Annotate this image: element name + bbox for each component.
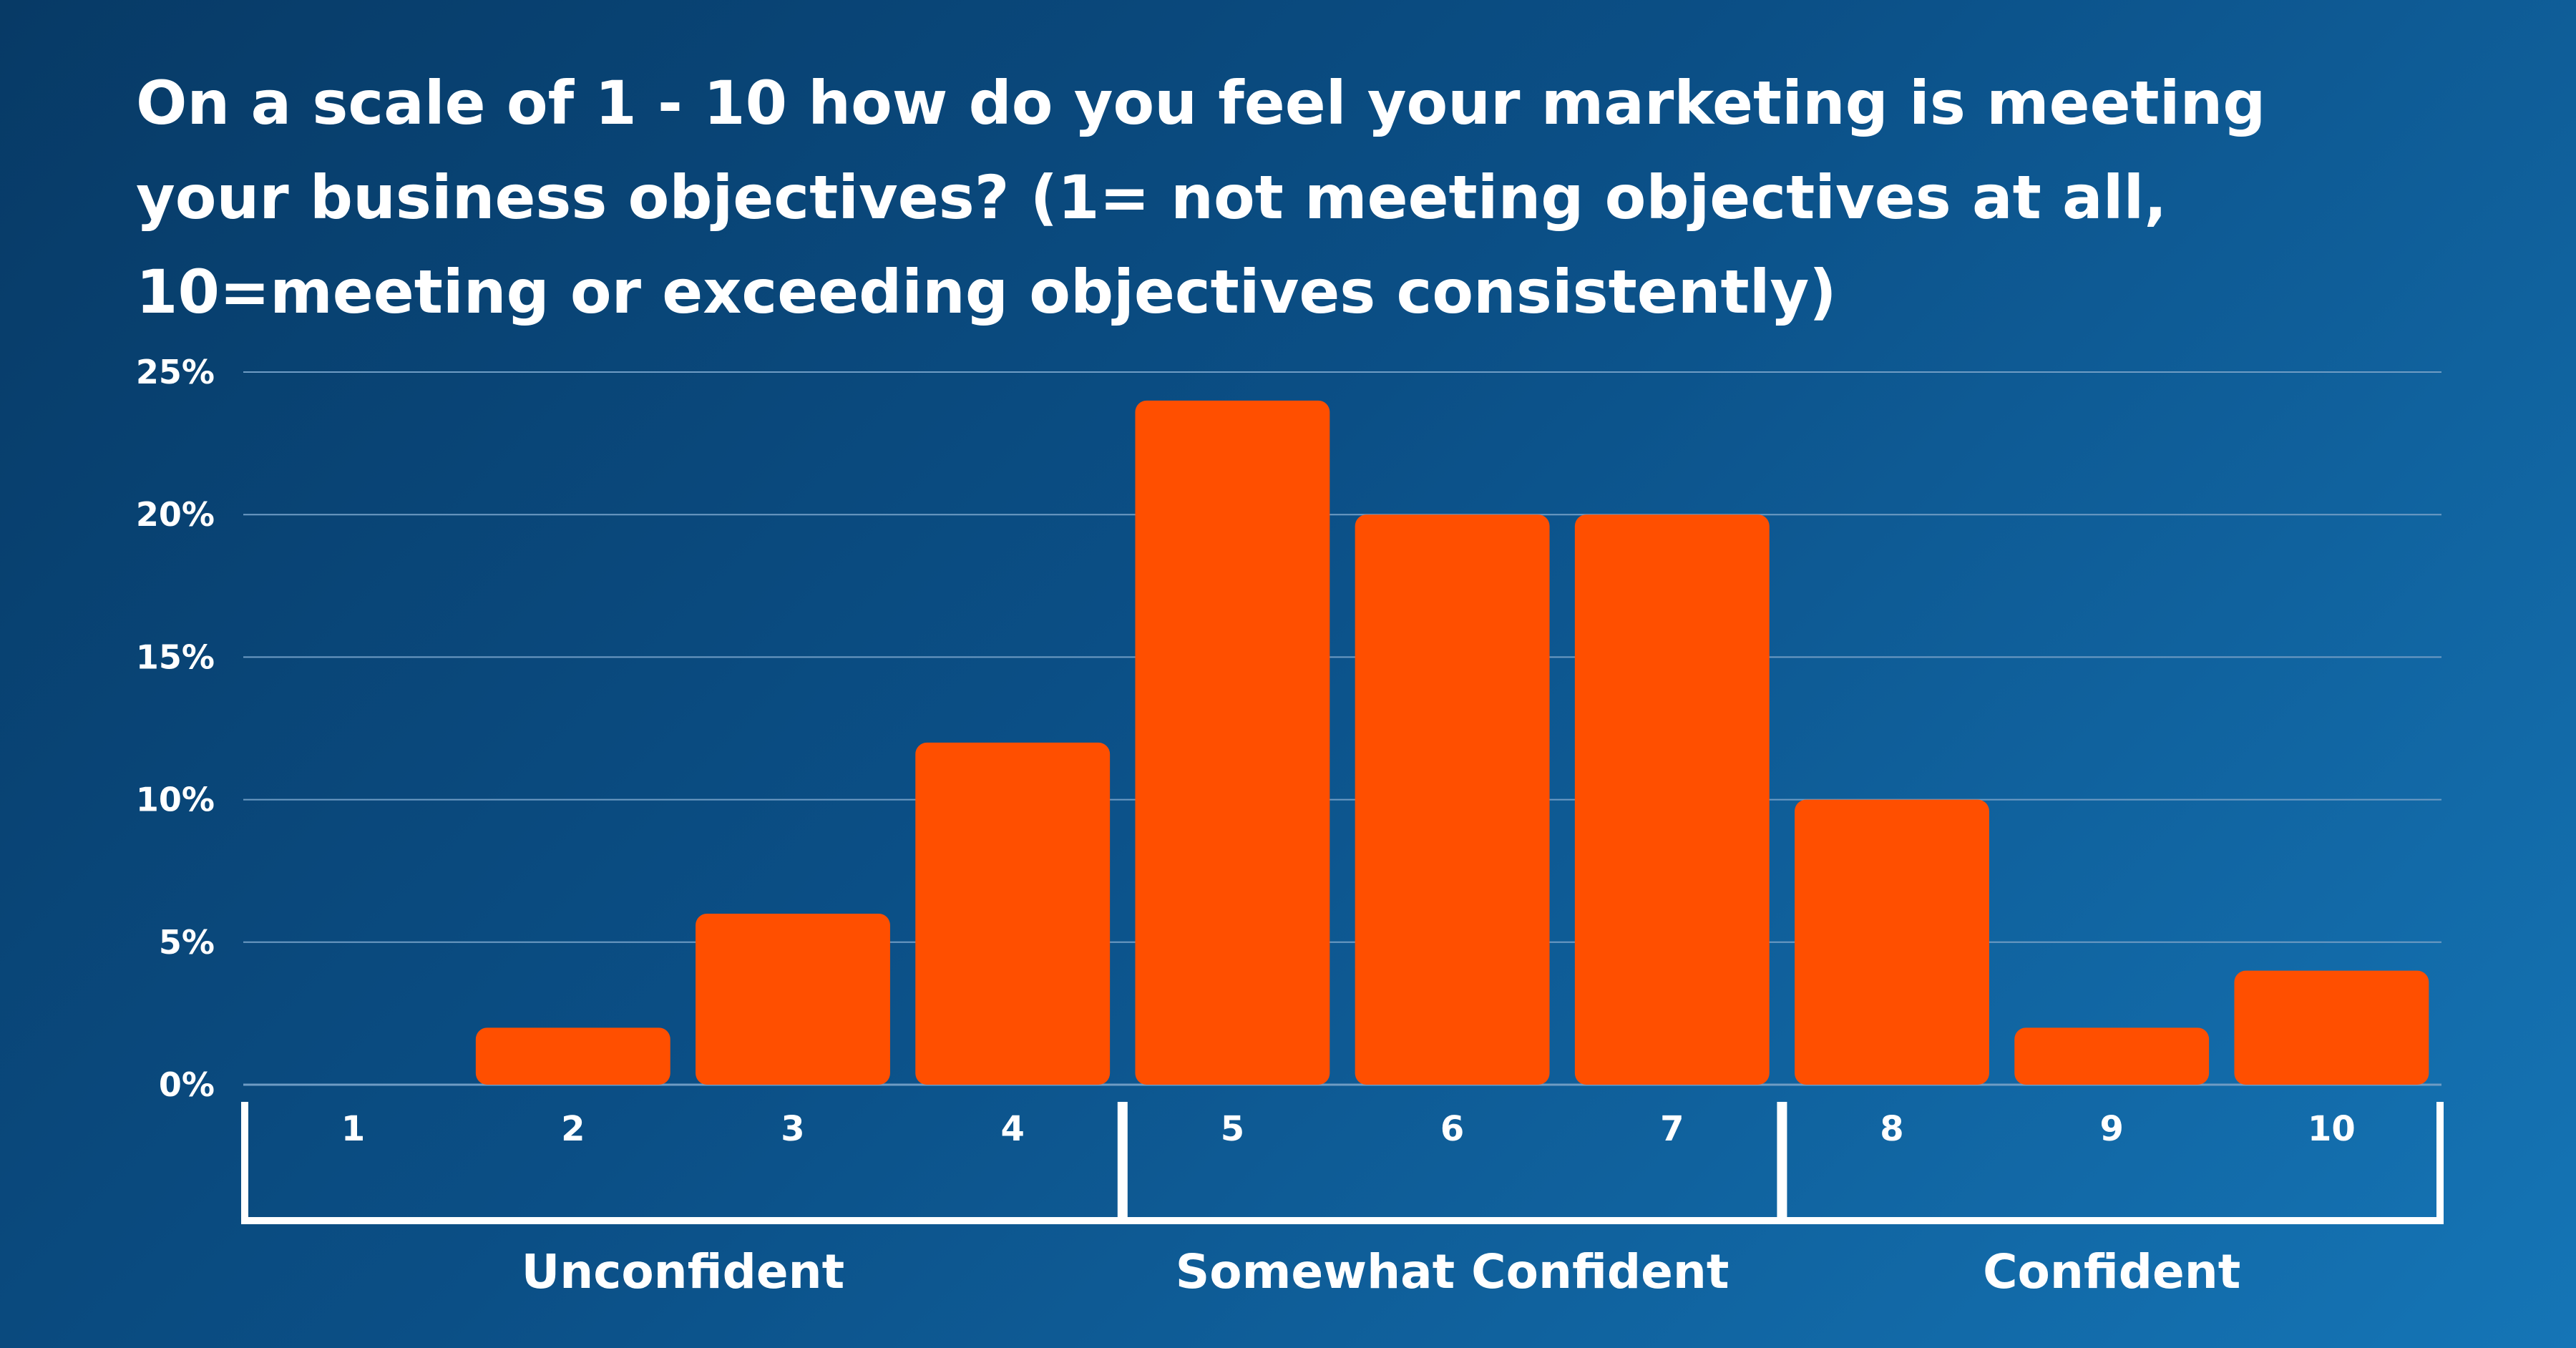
bar bbox=[1355, 514, 1550, 1085]
group-label: Unconfident bbox=[522, 1244, 845, 1299]
bar bbox=[2014, 1027, 2210, 1085]
x-tick-label: 3 bbox=[781, 1109, 804, 1149]
y-tick-label: 25% bbox=[136, 353, 215, 391]
x-tick-label: 5 bbox=[1221, 1109, 1244, 1149]
group-bracket bbox=[241, 1102, 1125, 1224]
y-tick-label: 5% bbox=[159, 923, 215, 962]
x-tick-label: 6 bbox=[1440, 1109, 1464, 1149]
x-tick-label: 4 bbox=[1000, 1109, 1024, 1149]
x-tick-label: 8 bbox=[1880, 1109, 1903, 1149]
bar bbox=[696, 913, 890, 1085]
group-label: Somewhat Confident bbox=[1176, 1244, 1729, 1299]
x-tick-label: 9 bbox=[2099, 1109, 2123, 1149]
bar bbox=[2234, 970, 2429, 1085]
y-tick-label: 15% bbox=[136, 638, 215, 676]
bar bbox=[1795, 799, 1989, 1085]
y-tick-label: 20% bbox=[136, 495, 215, 534]
group-bracket bbox=[1780, 1102, 2444, 1224]
bar bbox=[915, 742, 1111, 1085]
x-tick-label: 2 bbox=[561, 1109, 585, 1149]
y-tick-label: 0% bbox=[159, 1065, 215, 1104]
y-tick-label: 10% bbox=[136, 781, 215, 819]
bar bbox=[475, 1027, 670, 1085]
bar bbox=[1135, 400, 1330, 1085]
bar bbox=[1574, 514, 1770, 1085]
x-tick-label: 1 bbox=[341, 1109, 365, 1149]
chart-title: On a scale of 1 - 10 how do you feel you… bbox=[136, 68, 2266, 327]
group-label: Confident bbox=[1983, 1244, 2240, 1299]
x-tick-label: 10 bbox=[2308, 1109, 2356, 1149]
x-tick-label: 7 bbox=[1660, 1109, 1684, 1149]
